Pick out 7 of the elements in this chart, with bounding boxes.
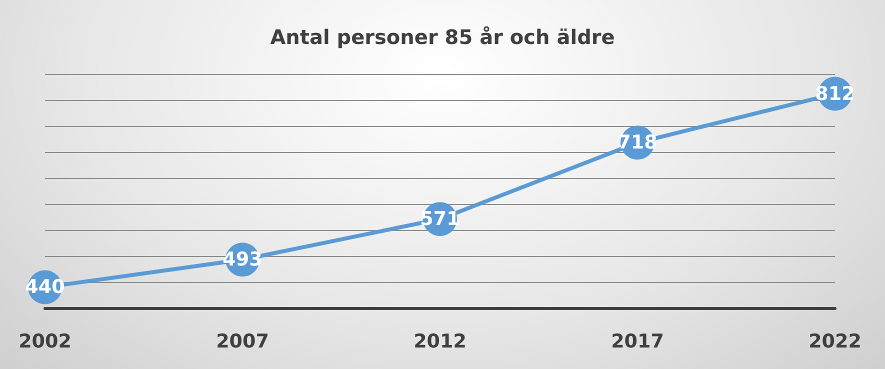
x-tick-label: 2002 <box>18 330 72 352</box>
x-tick-label: 2012 <box>414 330 466 352</box>
data-label: 493 <box>222 248 262 271</box>
x-tick-label: 2022 <box>808 330 862 352</box>
x-tick-label: 2007 <box>216 330 269 352</box>
chart-title: Antal personer 85 år och äldre <box>270 25 615 49</box>
x-tick-label: 2017 <box>611 330 664 352</box>
